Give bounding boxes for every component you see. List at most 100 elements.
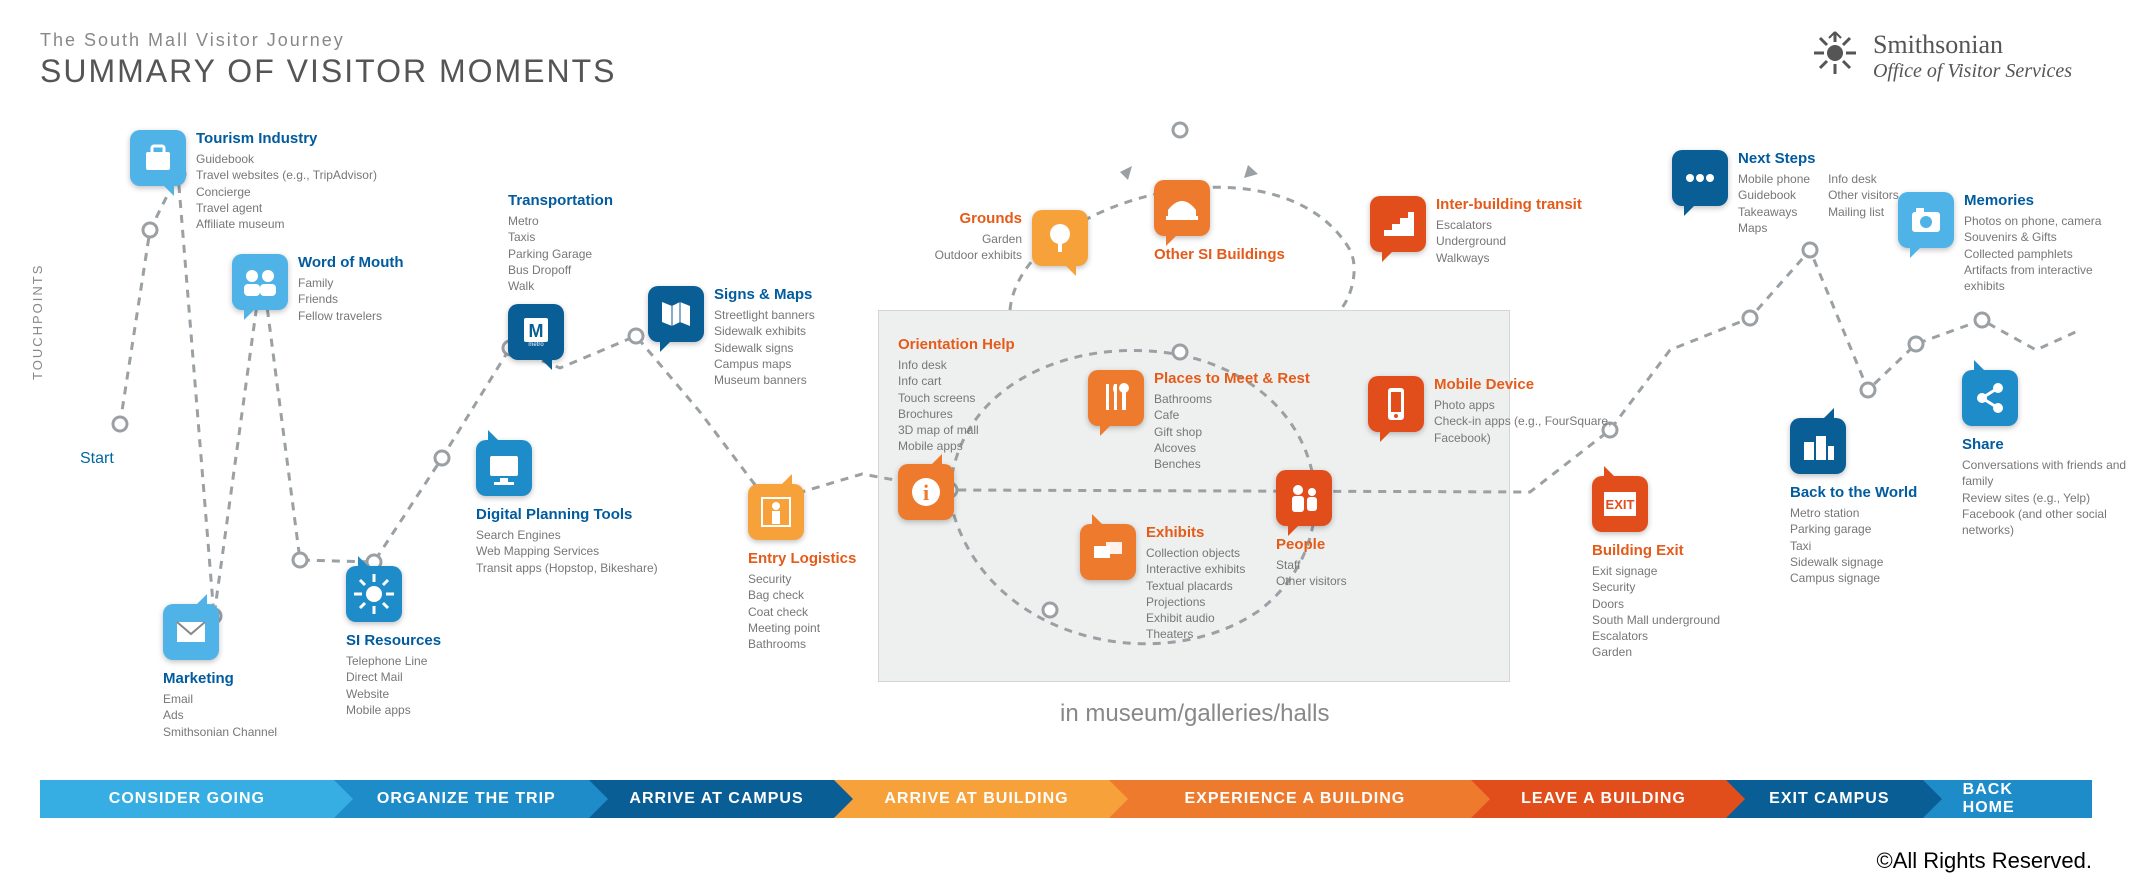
touchpoint-item: Cafe bbox=[1154, 407, 1310, 423]
svg-text:EXIT: EXIT bbox=[1606, 497, 1635, 512]
tree-icon bbox=[1032, 210, 1088, 266]
copyright: ©All Rights Reserved. bbox=[1876, 848, 2092, 874]
touchpoint-items: Photos on phone, cameraSouvenirs & Gifts… bbox=[1964, 213, 2128, 294]
touchpoint-items: Collection objectsInteractive exhibitsTe… bbox=[1146, 545, 1245, 642]
diagram-canvas: The South Mall Visitor Journey SUMMARY O… bbox=[0, 0, 2132, 892]
touchpoint-item: Walkways bbox=[1436, 250, 1582, 266]
touchpoint-item: Garden bbox=[935, 231, 1022, 247]
touchpoint-places-rest: Places to Meet & Rest BathroomsCafeGift … bbox=[1088, 370, 1338, 472]
smithsonian-sun-icon bbox=[1812, 30, 1858, 76]
suitcase-icon bbox=[130, 130, 186, 186]
touchpoint-items: SecurityBag checkCoat checkMeeting point… bbox=[748, 571, 948, 652]
touchpoint-item: Parking Garage bbox=[508, 246, 708, 262]
touchpoint-item: Info cart bbox=[898, 373, 1098, 389]
touchpoint-item: Bathrooms bbox=[1154, 391, 1310, 407]
touchpoint-other-si: Other SI Buildings bbox=[1154, 180, 1324, 267]
touchpoint-item: Maps bbox=[1738, 220, 1810, 236]
touchpoint-item: Doors bbox=[1592, 596, 1812, 612]
touchpoint-item: Travel agent bbox=[196, 200, 377, 216]
header: The South Mall Visitor Journey SUMMARY O… bbox=[40, 30, 617, 90]
touchpoint-item: Mobile apps bbox=[898, 438, 1098, 454]
touchpoint-item: Guidebook bbox=[196, 151, 377, 167]
touchpoint-title: Places to Meet & Rest bbox=[1154, 370, 1310, 387]
touchpoint-text: Grounds GardenOutdoor exhibits bbox=[935, 210, 1022, 264]
touchpoint-item: Check-in apps (e.g., FourSquare, Faceboo… bbox=[1434, 413, 1638, 445]
touchpoint-item: Mobile phone bbox=[1738, 171, 1810, 187]
touchpoint-item: Exhibit audio bbox=[1146, 610, 1245, 626]
touchpoint-text: Other SI Buildings bbox=[1154, 246, 1324, 263]
touchpoint-title: Orientation Help bbox=[898, 336, 1098, 353]
touchpoint-item: Transit apps (Hopstop, Bikeshare) bbox=[476, 560, 706, 576]
info-icon: i bbox=[898, 464, 954, 520]
touchpoint-text: Memories Photos on phone, cameraSouvenir… bbox=[1964, 192, 2128, 294]
touchpoint-text: Signs & Maps Streetlight bannersSidewalk… bbox=[714, 286, 815, 388]
touchpoint-item: Collection objects bbox=[1146, 545, 1245, 561]
touchpoint-share: Share Conversations with friends and fam… bbox=[1962, 370, 2132, 538]
phase-exit-campus: EXIT CAMPUS bbox=[1726, 780, 1923, 818]
touchpoint-item: Artifacts from interactive exhibits bbox=[1964, 262, 2128, 294]
touchpoint-item: Smithsonian Channel bbox=[163, 724, 383, 740]
dome-icon bbox=[1154, 180, 1210, 236]
camera-icon bbox=[1898, 192, 1954, 248]
touchpoint-item: Outdoor exhibits bbox=[935, 247, 1022, 263]
touchpoint-title: Tourism Industry bbox=[196, 130, 377, 147]
touchpoint-mobile-device: Mobile Device Photo appsCheck-in apps (e… bbox=[1368, 376, 1638, 446]
phase-back-home: BACK HOME bbox=[1923, 780, 2092, 818]
touchpoint-items: Exit signageSecurityDoorsSouth Mall unde… bbox=[1592, 563, 1812, 660]
touchpoint-item: Garden bbox=[1592, 644, 1812, 660]
touchpoint-item: Campus signage bbox=[1790, 570, 2010, 586]
touchpoint-title: Entry Logistics bbox=[748, 550, 948, 567]
phase-organize-the-trip: ORGANIZE THE TRIP bbox=[334, 780, 589, 818]
touchpoint-text: Places to Meet & Rest BathroomsCafeGift … bbox=[1154, 370, 1310, 472]
touchpoint-signs-maps: Signs & Maps Streetlight bannersSidewalk… bbox=[648, 286, 908, 388]
phone-icon bbox=[1368, 376, 1424, 432]
touchpoint-item: Photo apps bbox=[1434, 397, 1638, 413]
touchpoint-text: Transportation MetroTaxisParking GarageB… bbox=[508, 192, 708, 294]
touchpoint-item: Meeting point bbox=[748, 620, 948, 636]
touchpoint-item: Sidewalk signage bbox=[1790, 554, 2010, 570]
dots-icon bbox=[1672, 150, 1728, 206]
touchpoint-title: Word of Mouth bbox=[298, 254, 404, 271]
touchpoint-title: Share bbox=[1962, 436, 2132, 453]
touchpoint-text: Inter-building transit EscalatorsUndergr… bbox=[1436, 196, 1582, 266]
touchpoint-title: Next Steps bbox=[1738, 150, 1899, 167]
touchpoint-item: Takeaways bbox=[1738, 204, 1810, 220]
logo-line2: Office of Visitor Services bbox=[1873, 60, 2072, 83]
metro-icon: Mmetro bbox=[508, 304, 564, 360]
touchpoint-item: Direct Mail bbox=[346, 669, 566, 685]
touchpoint-item: Collected pamphlets bbox=[1964, 246, 2128, 262]
fork-icon bbox=[1088, 370, 1144, 426]
touchpoint-text: Exhibits Collection objectsInteractive e… bbox=[1146, 524, 1245, 642]
logo-text: Smithsonian Office of Visitor Services bbox=[1873, 30, 2072, 83]
touchpoint-title: SI Resources bbox=[346, 632, 566, 649]
touchpoint-item: Mobile apps bbox=[346, 702, 566, 718]
touchpoint-item: Photos on phone, camera bbox=[1964, 213, 2128, 229]
museum-label: in museum/galleries/halls bbox=[1060, 700, 1329, 728]
touchpoint-items: Telephone LineDirect MailWebsiteMobile a… bbox=[346, 653, 566, 718]
touchpoint-item: Coat check bbox=[748, 604, 948, 620]
touchpoint-item: Textual placards bbox=[1146, 578, 1245, 594]
title: SUMMARY OF VISITOR MOMENTS bbox=[40, 53, 617, 90]
touchpoint-item: Bathrooms bbox=[748, 636, 948, 652]
logo-line1: Smithsonian bbox=[1873, 30, 2072, 60]
touchpoint-text: Building Exit Exit signageSecurityDoorsS… bbox=[1592, 542, 1812, 660]
touchpoint-text: Orientation Help Info deskInfo cartTouch… bbox=[898, 336, 1098, 454]
frames-icon bbox=[1080, 524, 1136, 580]
touchpoint-item: Alcoves bbox=[1154, 440, 1310, 456]
touchpoint-text: SI Resources Telephone LineDirect MailWe… bbox=[346, 632, 566, 718]
touchpoint-items: Streetlight bannersSidewalk exhibitsSide… bbox=[714, 307, 815, 388]
touchpoint-title: Digital Planning Tools bbox=[476, 506, 706, 523]
touchpoint-title: Inter-building transit bbox=[1436, 196, 1582, 213]
touchpoint-item: Museum banners bbox=[714, 372, 815, 388]
touchpoint-text: Tourism Industry GuidebookTravel website… bbox=[196, 130, 377, 232]
touchpoint-item: Underground bbox=[1436, 233, 1582, 249]
touchpoint-item: Friends bbox=[298, 291, 404, 307]
touchpoint-item: Security bbox=[1592, 579, 1812, 595]
touchpoint-item: Telephone Line bbox=[346, 653, 566, 669]
touchpoint-people: People StaffOther visitors bbox=[1276, 470, 1446, 590]
touchpoint-orientation-help: i Orientation Help Info deskInfo cartTou… bbox=[898, 330, 1098, 520]
touchpoint-item: Theaters bbox=[1146, 626, 1245, 642]
touchpoint-items: MetroTaxisParking GarageBus DropoffWalk bbox=[508, 213, 708, 294]
touchpoint-item: Brochures bbox=[898, 406, 1098, 422]
touchpoint-item: Sidewalk signs bbox=[714, 340, 815, 356]
